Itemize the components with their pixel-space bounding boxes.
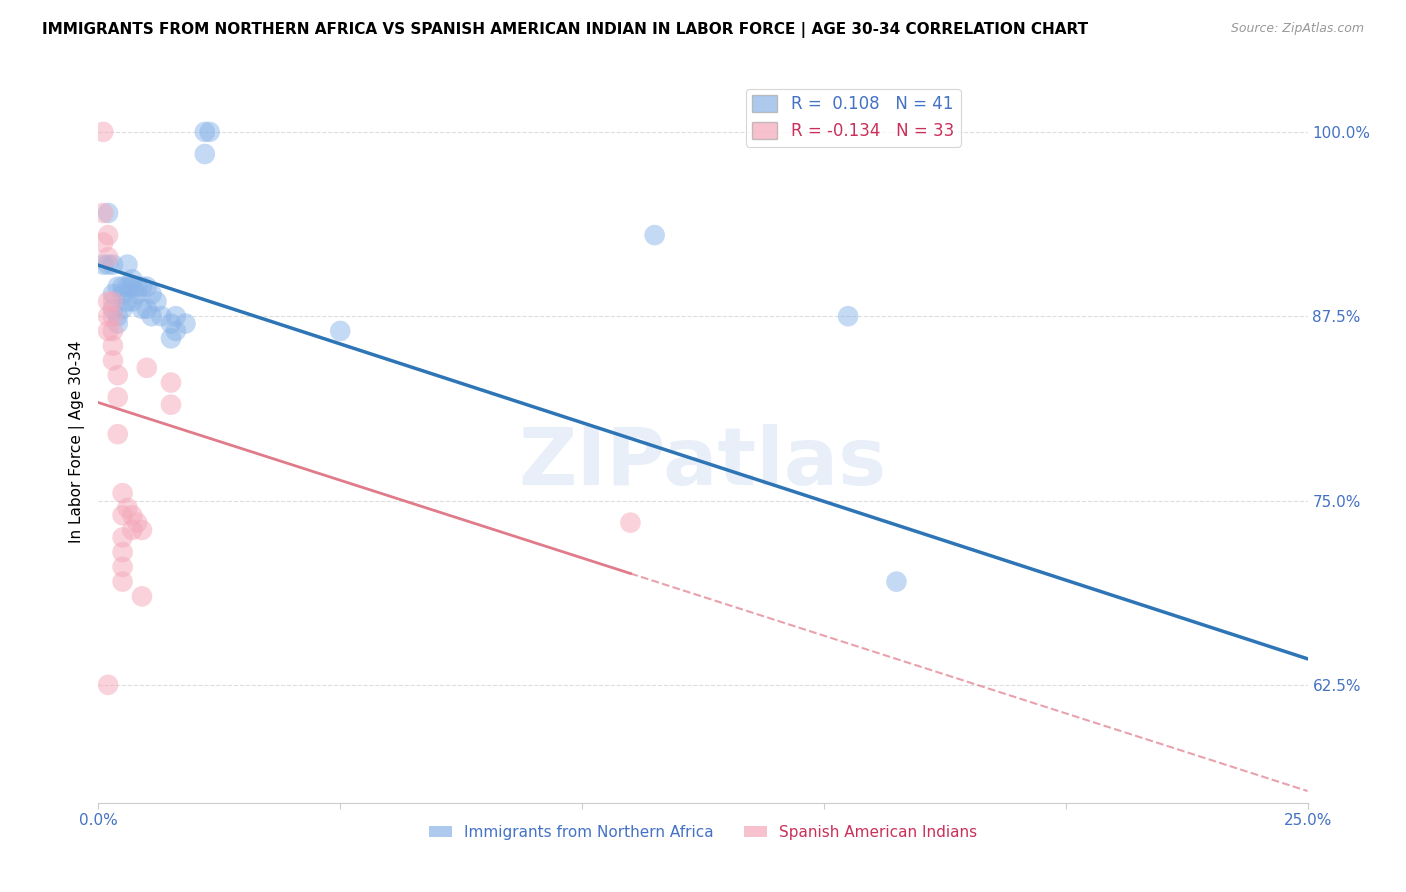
Point	[91, 258, 114, 272]
Point	[111, 545, 134, 559]
Point	[160, 317, 183, 331]
Point	[91, 206, 114, 220]
Point	[97, 324, 120, 338]
Point	[101, 309, 124, 323]
Point	[160, 331, 183, 345]
Point	[111, 530, 134, 544]
Point	[97, 309, 120, 323]
Point	[121, 508, 143, 523]
Point	[141, 287, 163, 301]
Point	[150, 309, 173, 323]
Point	[107, 309, 129, 323]
Point	[194, 147, 217, 161]
Point	[107, 390, 129, 404]
Point	[97, 294, 120, 309]
Point	[160, 376, 183, 390]
Point	[107, 279, 129, 293]
Point	[107, 317, 129, 331]
Point	[101, 324, 124, 338]
Point	[97, 228, 120, 243]
Point	[111, 279, 134, 293]
Point	[111, 560, 134, 574]
Point	[117, 500, 139, 515]
Point	[97, 678, 120, 692]
Point	[135, 279, 157, 293]
Point	[165, 309, 187, 323]
Point	[135, 301, 157, 316]
Point	[121, 523, 143, 537]
Point	[111, 574, 134, 589]
Point	[97, 258, 120, 272]
Point	[111, 508, 134, 523]
Point	[619, 516, 641, 530]
Point	[97, 206, 120, 220]
Point	[131, 590, 153, 604]
Point	[165, 324, 187, 338]
Point	[141, 309, 163, 323]
Point	[127, 516, 149, 530]
Point	[117, 294, 139, 309]
Point	[131, 279, 153, 293]
Point	[131, 523, 153, 537]
Point	[101, 353, 124, 368]
Legend: Immigrants from Northern Africa, Spanish American Indians: Immigrants from Northern Africa, Spanish…	[423, 819, 983, 846]
Point	[127, 279, 149, 293]
Point	[101, 294, 124, 309]
Point	[194, 125, 217, 139]
Point	[121, 272, 143, 286]
Point	[111, 301, 134, 316]
Point	[131, 301, 153, 316]
Point	[886, 574, 908, 589]
Point	[111, 287, 134, 301]
Point	[117, 258, 139, 272]
Text: ZIPatlas: ZIPatlas	[519, 425, 887, 502]
Text: Source: ZipAtlas.com: Source: ZipAtlas.com	[1230, 22, 1364, 36]
Point	[127, 287, 149, 301]
Point	[111, 486, 134, 500]
Y-axis label: In Labor Force | Age 30-34: In Labor Force | Age 30-34	[69, 340, 84, 543]
Point	[1152, 832, 1174, 847]
Point	[101, 339, 124, 353]
Point	[101, 258, 124, 272]
Point	[174, 317, 197, 331]
Point	[837, 309, 859, 323]
Point	[135, 360, 157, 375]
Point	[97, 250, 120, 264]
Point	[91, 125, 114, 139]
Text: IMMIGRANTS FROM NORTHERN AFRICA VS SPANISH AMERICAN INDIAN IN LABOR FORCE | AGE : IMMIGRANTS FROM NORTHERN AFRICA VS SPANI…	[42, 22, 1088, 38]
Point	[107, 427, 129, 442]
Point	[91, 235, 114, 250]
Point	[160, 398, 183, 412]
Point	[121, 294, 143, 309]
Point	[644, 228, 666, 243]
Point	[117, 279, 139, 293]
Point	[121, 279, 143, 293]
Point	[101, 287, 124, 301]
Point	[145, 294, 167, 309]
Point	[101, 301, 124, 316]
Point	[107, 368, 129, 383]
Point	[329, 324, 352, 338]
Point	[198, 125, 221, 139]
